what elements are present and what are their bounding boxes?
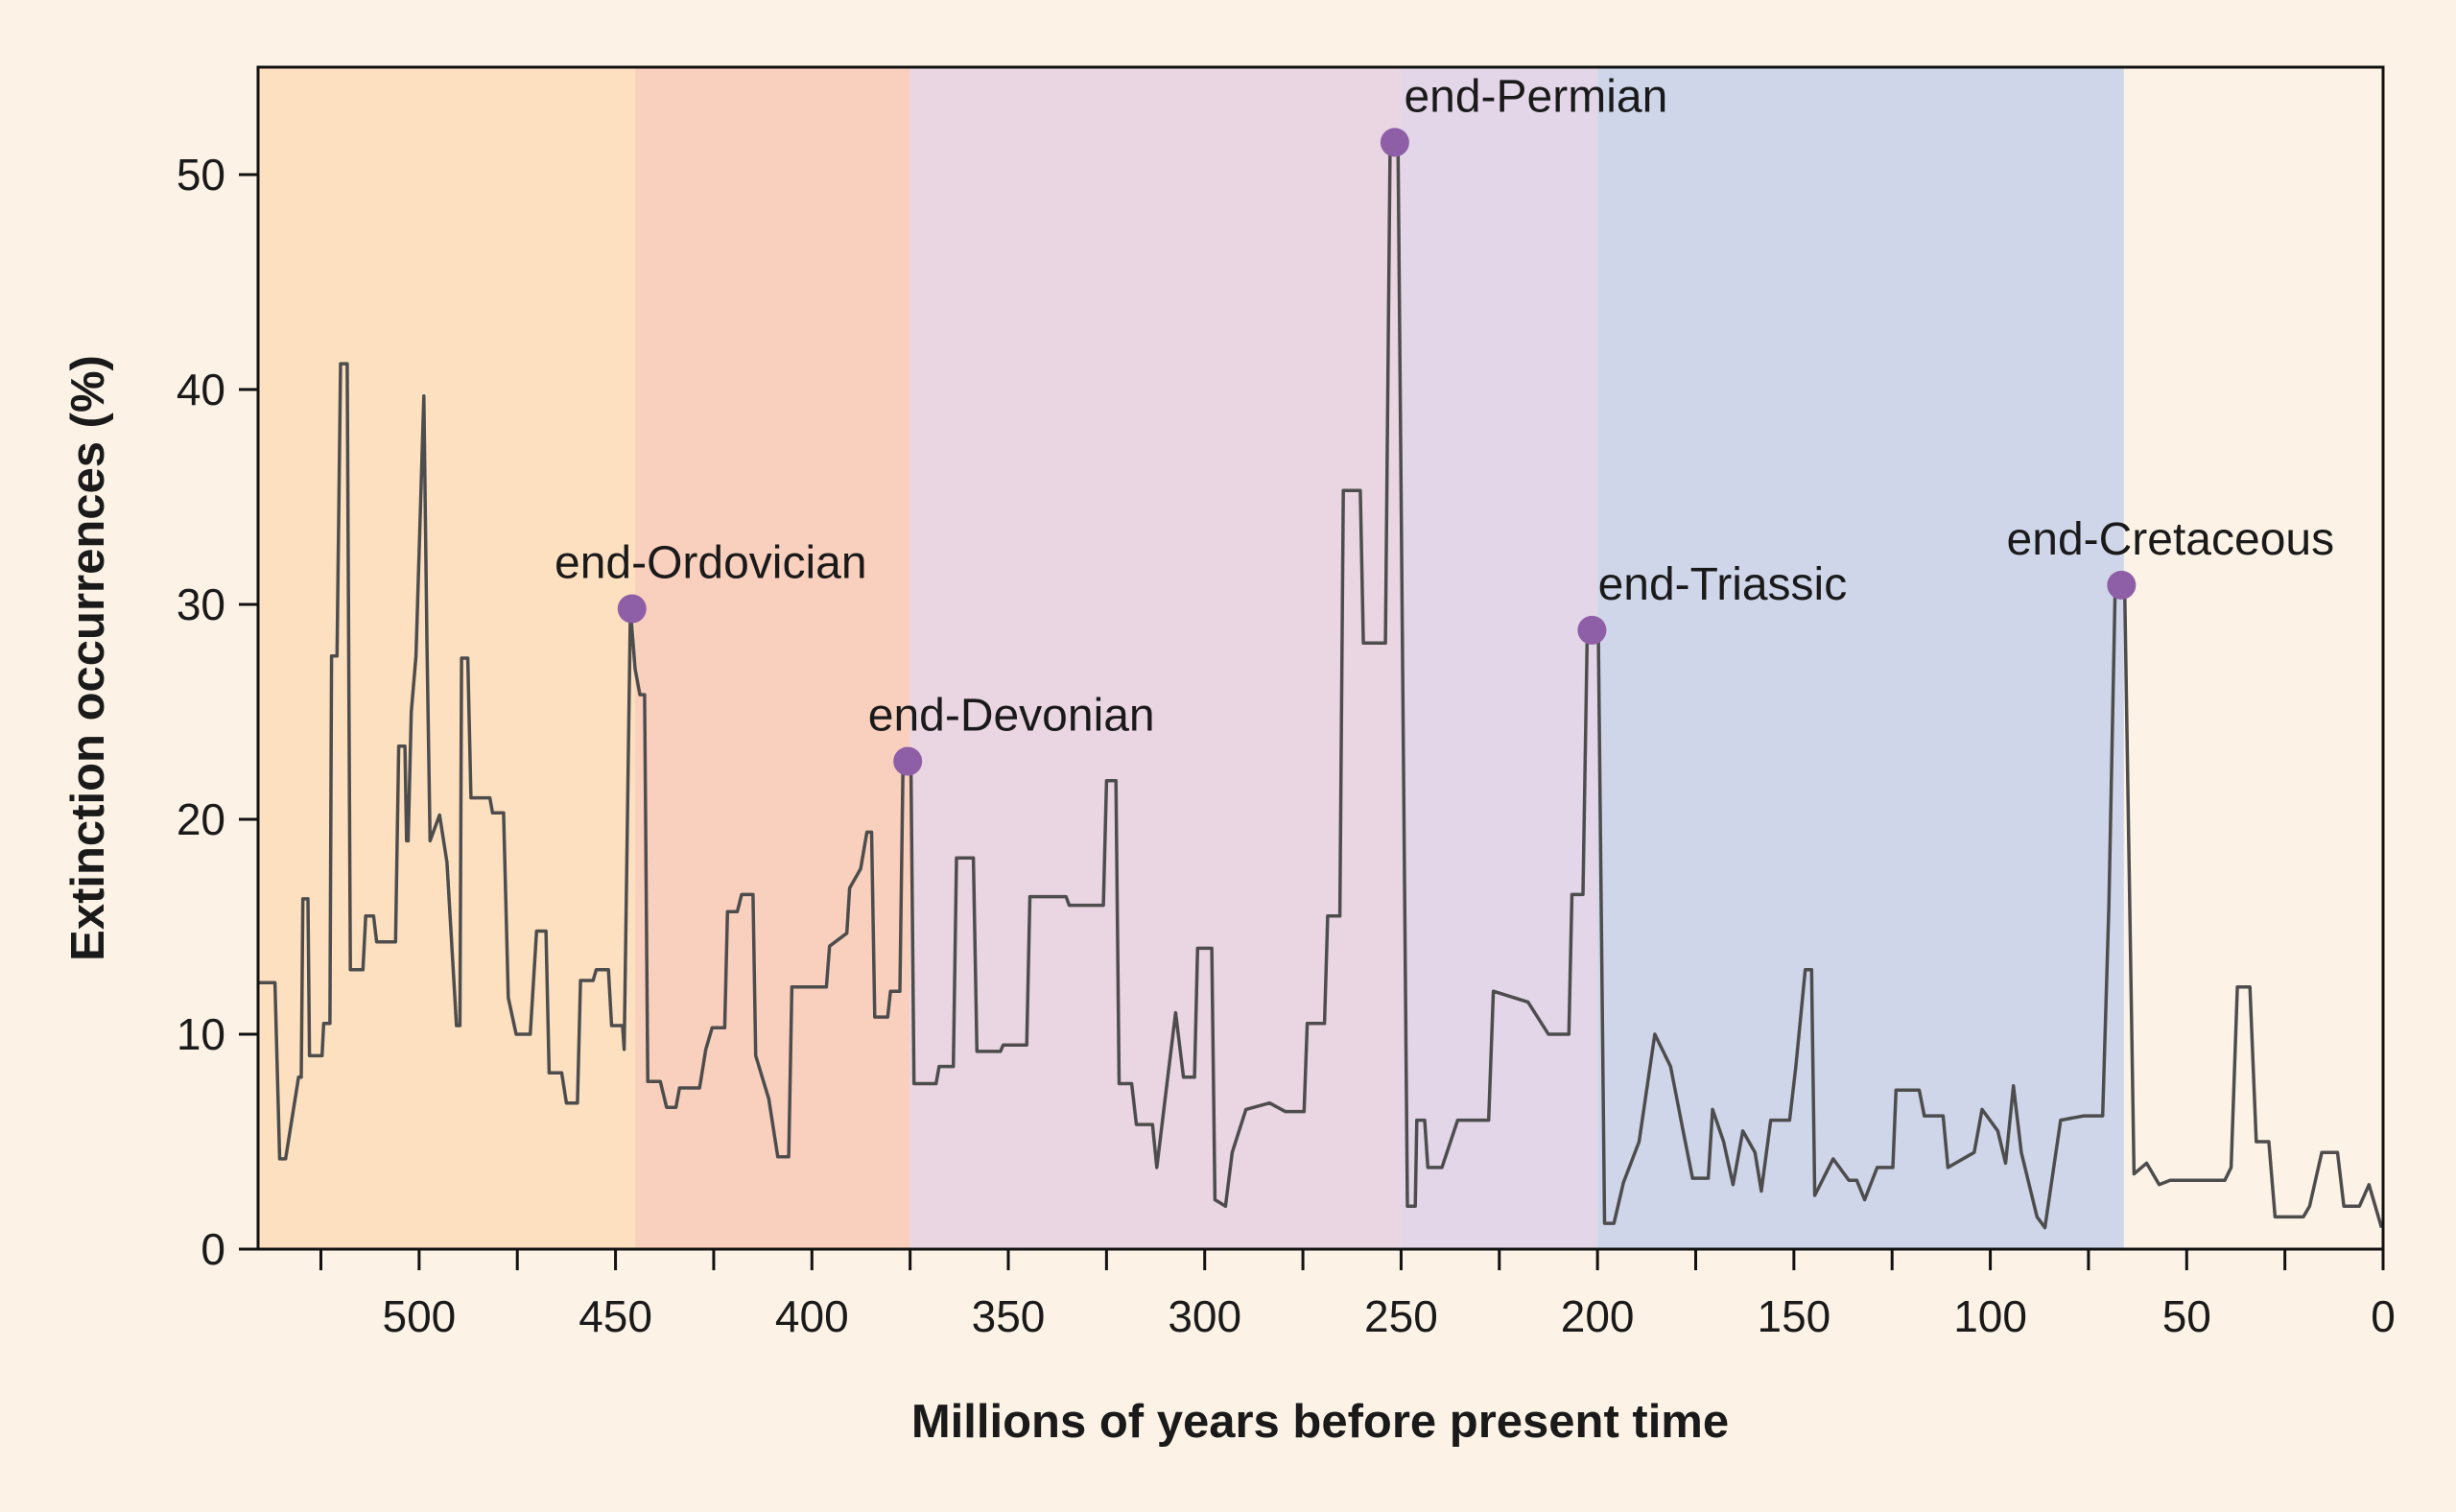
y-tick-label: 20 [177, 794, 225, 844]
extinction-label: end-Cretaceous [2007, 514, 2335, 565]
extinction-label: end-Triassic [1598, 559, 1848, 610]
x-tick-label: 500 [382, 1291, 456, 1341]
extinction-marker [617, 594, 647, 624]
x-tick-label: 0 [2371, 1291, 2396, 1341]
y-axis-title: Extinction occurrences (%) [62, 355, 114, 961]
x-tick-label: 150 [1757, 1291, 1830, 1341]
extinction-label: end-Devonian [868, 691, 1155, 742]
extinction-marker [1380, 128, 1409, 157]
extinction-marker [893, 746, 923, 776]
x-axis-title: Millions of years before present time [911, 1396, 1729, 1448]
y-tick-label: 50 [177, 150, 225, 200]
x-tick-label: 300 [1168, 1291, 1241, 1341]
x-tick-label: 250 [1364, 1291, 1438, 1341]
extinction-marker [2107, 570, 2137, 600]
data-line [258, 140, 2384, 1230]
y-tick-label: 30 [177, 579, 225, 629]
period-band [1597, 67, 2124, 1249]
x-tick-label: 200 [1561, 1291, 1635, 1341]
x-tick-label: 50 [2162, 1291, 2211, 1341]
extinction-label: end-Permian [1404, 71, 1667, 122]
extinction-label: end-Ordovician [555, 537, 867, 588]
x-tick-label: 350 [972, 1291, 1046, 1341]
x-tick-label: 400 [775, 1291, 849, 1341]
y-tick-label: 10 [177, 1009, 225, 1059]
extinction-marker [1577, 615, 1607, 645]
period-band [635, 67, 910, 1249]
plot-frame [256, 65, 2385, 1251]
y-tick-label: 0 [201, 1224, 225, 1274]
period-band [1401, 67, 1598, 1249]
x-tick-label: 100 [1953, 1291, 2027, 1341]
period-band [909, 67, 1402, 1249]
x-tick-label: 450 [579, 1291, 652, 1341]
y-tick-label: 40 [177, 365, 225, 414]
